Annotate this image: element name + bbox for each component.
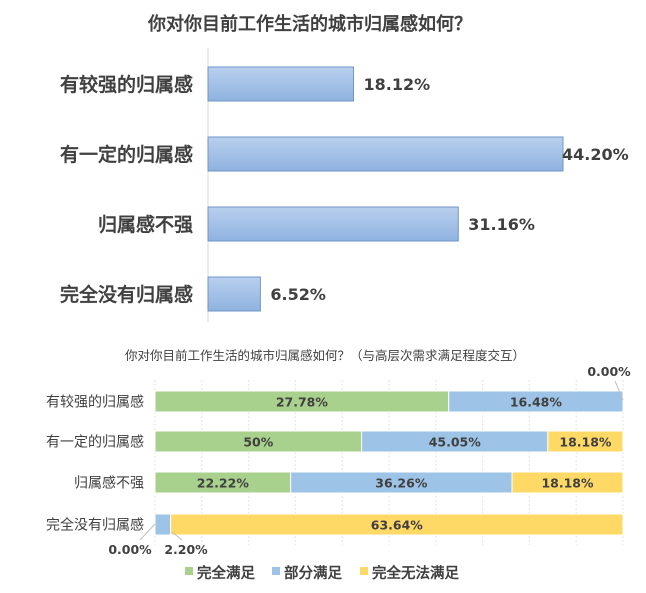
chart2-data-label: 0.00%	[108, 542, 152, 557]
chart1-value-label: 44.20%	[562, 145, 629, 164]
legend-swatch	[272, 567, 280, 575]
chart2-bar-segment	[154, 513, 172, 536]
chart2-data-label: 36.26%	[375, 476, 428, 491]
chart2-title: 你对你目前工作生活的城市归属感如何？（与高层次需求满足程度交互）	[125, 348, 525, 363]
chart2-data-label: 45.05%	[429, 435, 482, 450]
chart2-data-label: 0.00%	[587, 364, 631, 379]
legend-label: 完全无法满足	[372, 564, 459, 582]
chart2-leader-line	[171, 531, 183, 541]
chart2-data-label: 22.22%	[197, 476, 250, 491]
chart2-bar-segment	[547, 430, 624, 453]
chart2-category-label: 完全没有归属感	[46, 517, 144, 534]
chart1-value-label: 31.16%	[468, 215, 535, 234]
legend-swatch	[185, 567, 193, 575]
chart1-bar	[207, 276, 261, 312]
chart1-category-label: 归属感不强	[98, 213, 193, 236]
chart2-data-label: 18.18%	[541, 476, 594, 491]
chart2-bar-segment	[170, 513, 624, 536]
chart1-category-label: 完全没有归属感	[60, 283, 193, 306]
chart2-leader-line	[614, 380, 624, 401]
chart2-data-label: 63.64%	[371, 518, 424, 533]
chart2-data-label: 18.18%	[559, 435, 612, 450]
chart2-data-label: 16.48%	[510, 395, 563, 410]
chart2-category-label: 有较强的归属感	[46, 394, 144, 411]
chart1-bar	[207, 66, 355, 102]
chart1-title: 你对你目前工作生活的城市归属感如何？	[147, 13, 472, 35]
chart1-bar	[207, 206, 459, 242]
chart1-category-label: 有一定的归属感	[60, 143, 193, 166]
chart2-category-label: 有一定的归属感	[46, 434, 144, 451]
chart2-bar-segment	[511, 471, 624, 494]
legend-swatch	[360, 567, 368, 575]
chart2-leader-line	[139, 523, 156, 541]
chart2-data-label: 50%	[243, 435, 273, 450]
chart1-bar	[207, 136, 564, 172]
chart1-value-label: 6.52%	[270, 285, 326, 304]
chart2-data-label: 27.78%	[276, 395, 329, 410]
chart2-data-label: 2.20%	[164, 542, 208, 557]
legend-label: 部分满足	[284, 564, 342, 582]
chart1-category-label: 有较强的归属感	[60, 73, 193, 96]
legend-label: 完全满足	[197, 564, 255, 582]
chart2-category-label: 归属感不强	[74, 475, 144, 492]
chart2-bar-segment	[448, 390, 624, 413]
chart1-value-label: 18.12%	[364, 75, 431, 94]
